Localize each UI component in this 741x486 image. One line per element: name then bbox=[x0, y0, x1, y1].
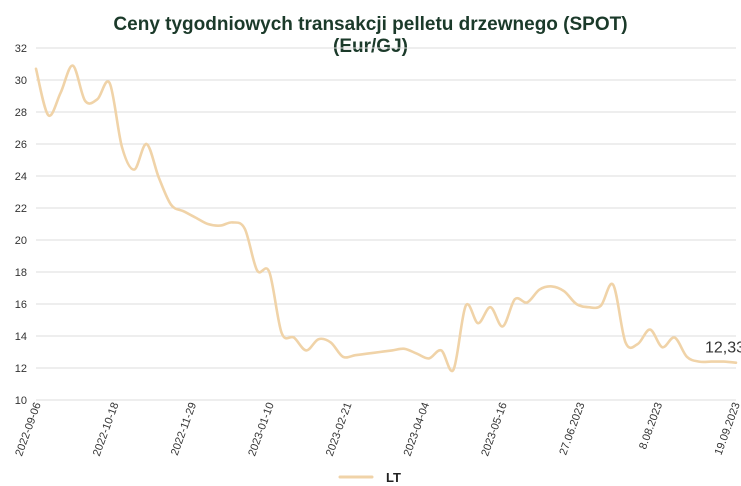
x-tick-label: 19.09.2023 bbox=[713, 401, 741, 457]
legend: LT bbox=[338, 470, 401, 485]
x-axis: 2022-09-06 2022-10-18 2022-11-29 2023-01-10… bbox=[13, 401, 741, 458]
y-tick-label: 16 bbox=[15, 299, 27, 311]
y-tick-label: 32 bbox=[15, 43, 27, 55]
y-tick-label: 26 bbox=[15, 139, 27, 151]
chart-title: Ceny tygodniowych transakcji pelletu drz… bbox=[0, 14, 741, 58]
plot-area: 12,33 bbox=[34, 64, 741, 373]
y-tick-label: 30 bbox=[15, 75, 27, 87]
y-tick-label: 14 bbox=[15, 331, 27, 343]
x-tick-label: 2023-04-04 bbox=[402, 401, 433, 458]
grid-lines bbox=[36, 47, 736, 401]
x-tick-label: 2022-11-29 bbox=[169, 401, 199, 457]
x-tick-label: 2022-10-18 bbox=[91, 401, 122, 458]
y-tick-label: 10 bbox=[15, 395, 27, 407]
x-tick-label: 2023-01-10 bbox=[246, 401, 277, 458]
chart-subtitle: (Eur/GJ) bbox=[333, 36, 408, 57]
x-tick-label: 2023-02-21 bbox=[324, 401, 355, 458]
x-tick-label: 27.06.2023 bbox=[557, 401, 587, 457]
y-tick-label: 22 bbox=[15, 203, 27, 215]
legend-label-lt: LT bbox=[386, 470, 401, 485]
y-tick-label: 24 bbox=[15, 171, 27, 183]
y-tick-label: 28 bbox=[15, 107, 27, 119]
series-line-lt bbox=[34, 64, 738, 373]
end-value-label: 12,33 bbox=[705, 340, 741, 357]
y-tick-label: 12 bbox=[15, 363, 27, 375]
x-tick-label: 8.08.2023 bbox=[637, 401, 665, 451]
chart-title-main: Ceny tygodniowych transakcji pelletu drz… bbox=[113, 14, 628, 35]
y-tick-label: 20 bbox=[15, 235, 27, 247]
y-axis: 10 12 14 16 18 20 22 24 26 28 30 32 bbox=[15, 43, 27, 407]
y-tick-label: 18 bbox=[15, 267, 27, 279]
x-tick-label: 2023-05-16 bbox=[479, 401, 510, 458]
x-tick-label: 2022-09-06 bbox=[13, 401, 44, 458]
